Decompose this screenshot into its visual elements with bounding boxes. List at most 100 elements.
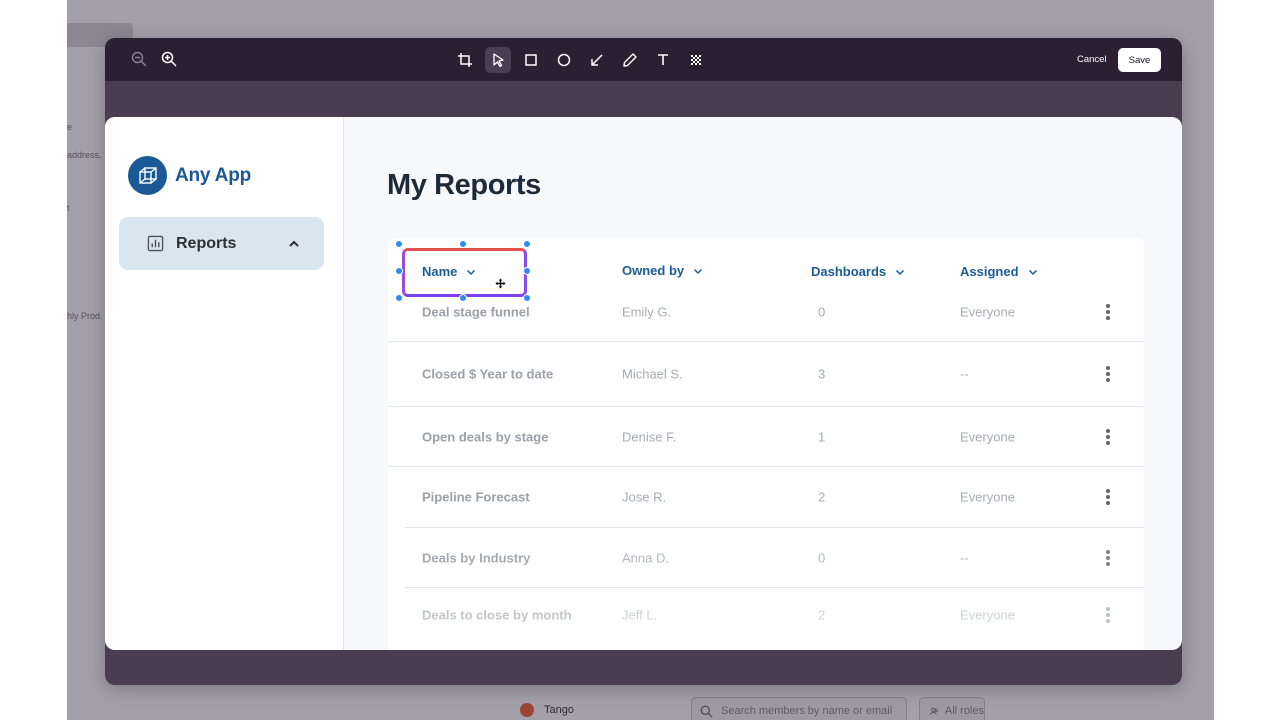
selection-rectangle[interactable] [402,248,527,297]
report-assigned: -- [960,366,969,382]
move-cursor-icon [495,278,506,289]
resize-handle[interactable] [395,294,403,302]
cancel-button[interactable]: Cancel [1067,48,1117,71]
column-header-label: Name [422,264,458,279]
roles-label: All roles [944,705,984,717]
resize-handle[interactable] [395,240,403,248]
background-tango: Tango [520,703,574,717]
crop-tool-button[interactable] [452,47,478,73]
rectangle-tool-button[interactable] [518,47,544,73]
reports-table: Name Owned by Dashboards Assigned Deal s… [388,238,1144,650]
report-owner: Jeff L. [622,607,658,623]
column-header-dashboards[interactable]: Dashboards [811,264,905,279]
brand: Any App [128,156,251,195]
app-sidebar: Any App Reports [105,117,344,650]
report-name[interactable]: Deal stage funnel [422,304,530,319]
sidebar-item-label: Reports [176,234,237,252]
background-snippet: hly Prod. [67,311,103,321]
more-options-icon[interactable] [1100,605,1116,625]
tango-label: Tango [544,704,574,716]
report-dashboards: 2 [818,489,826,505]
resize-handle[interactable] [523,267,531,275]
more-options-icon[interactable] [1100,487,1116,507]
background-snippet: address. [67,150,102,160]
table-row[interactable]: Deals to close by month Jeff L. 2 Everyo… [405,588,1144,642]
report-name[interactable]: Open deals by stage [422,429,549,444]
report-dashboards: 0 [818,304,826,319]
resize-handle[interactable] [459,294,467,302]
zoom-out-button[interactable] [129,49,149,69]
report-dashboards: 3 [818,366,826,382]
resize-handle[interactable] [395,267,403,275]
table-row[interactable]: Deals by Industry Anna D. 0 -- [405,528,1144,588]
report-dashboards: 1 [818,429,826,444]
report-name[interactable]: Deals to close by month [422,607,572,623]
text-tool-button[interactable] [650,47,676,73]
screenshot-editor: Cancel Save Any App [105,38,1182,685]
pointer-icon [493,53,504,68]
chevron-down-icon [694,268,703,274]
column-header-label: Assigned [960,264,1019,279]
chevron-down-icon [1028,269,1037,275]
table-row[interactable]: Pipeline Forecast Jose R. 2 Everyone [405,467,1144,528]
table-row[interactable]: Closed $ Year to date Michael S. 3 -- [388,342,1144,407]
column-header-owned-by[interactable]: Owned by [622,263,703,278]
column-header-label: Owned by [622,263,685,278]
zoom-out-icon [131,51,147,67]
screenshot-canvas[interactable]: Any App Reports My Reports Name Owned [105,117,1182,650]
circle-tool-button[interactable] [551,47,577,73]
report-owner: Denise F. [622,429,677,444]
more-options-icon[interactable] [1100,548,1116,568]
column-header-assigned[interactable]: Assigned [960,264,1038,279]
zoom-in-button[interactable] [159,49,179,69]
brand-logo [128,156,167,195]
report-assigned: Everyone [960,304,1015,319]
report-name[interactable]: Deals by Industry [422,550,531,565]
background-snippet: e [67,122,73,132]
letterbox-right [1214,0,1280,720]
chart-icon [147,235,164,252]
report-dashboards: 2 [818,607,826,623]
save-button[interactable]: Save [1118,48,1161,72]
more-options-icon[interactable] [1100,364,1116,384]
pencil-tool-button[interactable] [617,47,643,73]
background-search-input[interactable]: Search members by name or email [691,697,907,720]
report-assigned: Everyone [960,489,1015,505]
cube-icon [138,166,157,184]
chevron-down-icon [896,269,905,275]
crop-icon [458,53,472,67]
select-tool-button[interactable] [485,47,511,73]
search-icon [700,705,713,718]
editor-toolbar: Cancel Save [105,38,1182,81]
resize-handle[interactable] [459,240,467,248]
report-assigned: -- [960,550,969,565]
drawing-tools [452,47,709,73]
zoom-in-icon [161,51,177,67]
column-header-name[interactable]: Name [422,264,476,279]
blur-tool-button[interactable] [683,47,709,73]
column-header-label: Dashboards [811,264,887,279]
sidebar-item-reports[interactable]: Reports [119,217,324,270]
users-icon [930,707,938,715]
report-owner: Jose R. [622,489,667,505]
table-row[interactable]: Deal stage funnel Emily G. 0 Everyone [388,282,1144,342]
report-assigned: Everyone [960,607,1015,623]
chevron-up-icon[interactable] [288,238,300,250]
report-name[interactable]: Pipeline Forecast [422,489,530,505]
table-row[interactable]: Open deals by stage Denise F. 1 Everyone [388,407,1144,467]
background-roles-filter[interactable]: All roles [919,697,985,720]
resize-handle[interactable] [523,240,531,248]
blur-icon [691,55,701,65]
brand-name: Any App [175,164,252,186]
zoom-controls [129,49,179,69]
more-options-icon[interactable] [1100,302,1116,322]
chevron-down-icon [467,269,476,275]
letterbox-left [0,0,67,720]
more-options-icon[interactable] [1100,427,1116,447]
arrow-tool-button[interactable] [584,47,610,73]
background-snippet: t [67,203,70,213]
pencil-icon [623,53,637,67]
rectangle-icon [525,54,537,66]
resize-handle[interactable] [523,294,531,302]
report-name[interactable]: Closed $ Year to date [422,366,554,382]
